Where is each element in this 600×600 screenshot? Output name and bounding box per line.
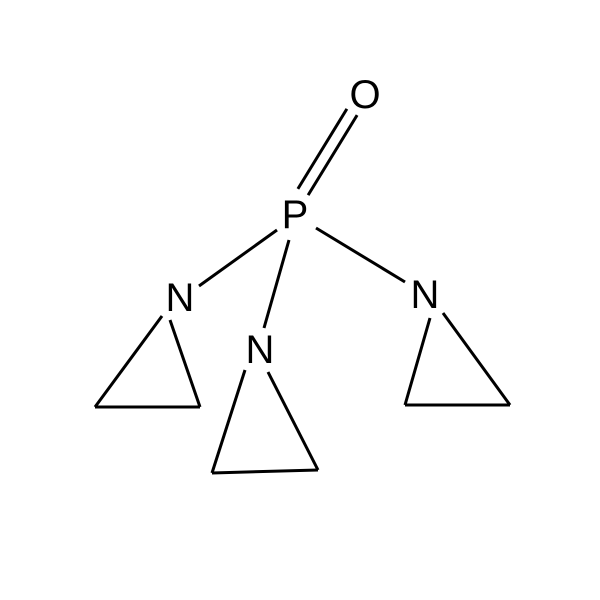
atom-label-P: P — [282, 193, 309, 237]
bond-line — [212, 470, 318, 473]
bond-line — [298, 109, 347, 189]
molecule-diagram: O P N N N — [0, 0, 600, 600]
bond-line — [170, 320, 200, 407]
atom-label-N2: N — [246, 328, 275, 372]
bond-line — [268, 372, 318, 470]
bond-line — [95, 316, 162, 407]
bond-line — [199, 230, 277, 286]
bond-line — [316, 228, 405, 282]
bond-line — [443, 313, 510, 405]
bond-line — [264, 240, 289, 328]
bond-line — [212, 370, 245, 473]
bond-line — [308, 115, 357, 195]
atom-label-N3: N — [411, 273, 440, 317]
atom-label-N1: N — [166, 276, 195, 320]
bond-line — [405, 318, 430, 405]
atom-label-O: O — [349, 73, 380, 117]
